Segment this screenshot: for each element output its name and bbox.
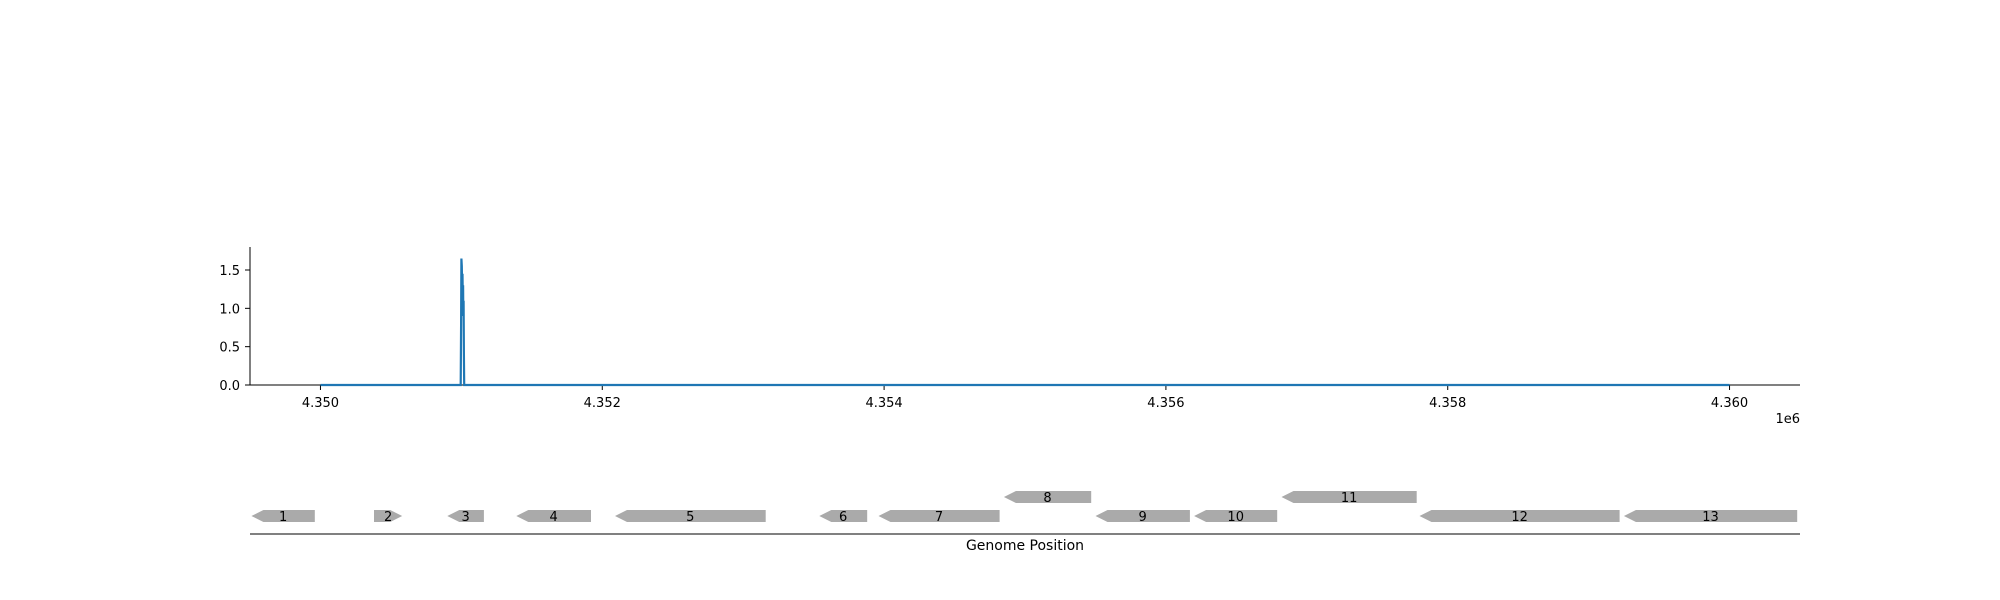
gene-arrow: [615, 510, 766, 522]
gene-arrow: [1095, 510, 1190, 522]
y-tick-label: 0.5: [219, 341, 240, 356]
gene-arrow: [878, 510, 1000, 522]
x-tick-label: 4.356: [1147, 396, 1184, 411]
gene-map-x-label: Genome Position: [966, 538, 1084, 554]
x-ticks: 4.350 4.352 4.354 4.356 4.358 4.360: [302, 385, 1748, 411]
gene-arrow: [1281, 491, 1417, 503]
x-tick-label: 4.352: [584, 396, 621, 411]
gene-label: 7: [935, 510, 943, 525]
gene-arrow: [819, 510, 868, 522]
x-tick-label: 4.358: [1429, 396, 1466, 411]
gene-label: 12: [1511, 510, 1528, 525]
x-tick-label: 4.354: [865, 396, 902, 411]
y-tick-label: 0.0: [219, 379, 240, 394]
coverage-line: [320, 258, 1730, 387]
gene-label: 8: [1043, 491, 1051, 506]
gene-label: 2: [384, 510, 392, 525]
gene-arrow: [1419, 510, 1620, 522]
gene-label: 1: [279, 510, 287, 525]
y-ticks: 0.0 0.5 1.0 1.5: [219, 264, 250, 394]
gene-arrow: [1623, 510, 1798, 522]
gene-arrow: [1194, 510, 1278, 522]
gene-label: 9: [1139, 510, 1147, 525]
gene-label: 5: [686, 510, 694, 525]
x-axis-multiplier: 1e6: [1775, 412, 1800, 427]
x-tick-label: 4.350: [302, 396, 339, 411]
gene-arrow: [251, 510, 315, 522]
y-tick-label: 1.5: [219, 264, 240, 279]
gene-label: 6: [839, 510, 847, 525]
x-tick-label: 4.360: [1711, 396, 1748, 411]
y-tick-label: 1.0: [219, 302, 240, 317]
gene-arrow: [1003, 491, 1092, 503]
gene-arrow: [374, 510, 403, 522]
gene-label: 13: [1702, 510, 1719, 525]
gene-label: 4: [550, 510, 558, 525]
gene-label: 10: [1227, 510, 1244, 525]
gene-arrow: [516, 510, 591, 522]
coverage-plot: 4.350 4.352 4.354 4.356 4.358 4.360 0.0 0.5 1.0…: [219, 247, 1800, 427]
gene-arrow: [447, 510, 484, 522]
gene-label: 11: [1341, 491, 1358, 506]
gene-label: 3: [461, 510, 469, 525]
